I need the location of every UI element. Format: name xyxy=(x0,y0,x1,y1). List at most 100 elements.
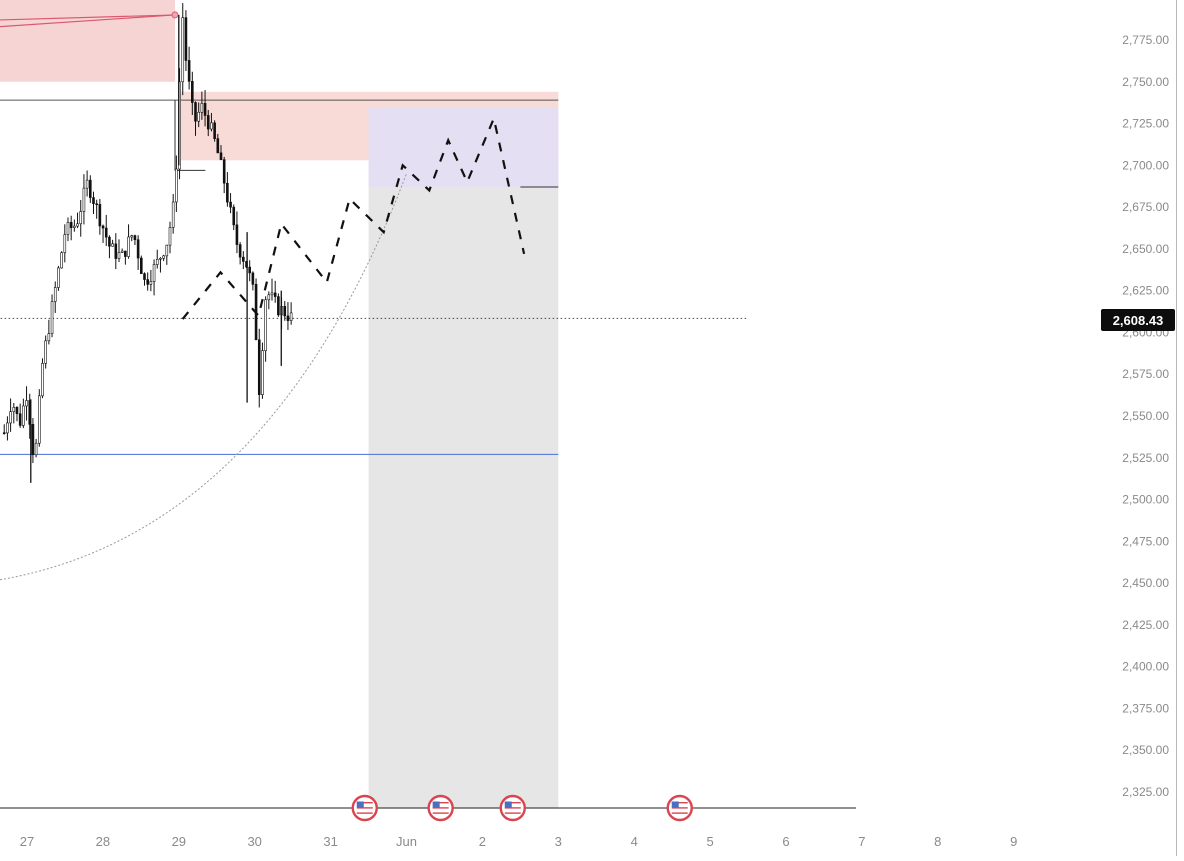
y-tick-label: 2,375.00 xyxy=(1122,701,1169,715)
x-tick-label: Jun xyxy=(396,834,417,849)
y-tick-label: 2,500.00 xyxy=(1122,493,1169,507)
candle-body xyxy=(200,103,204,113)
y-tick-label: 2,575.00 xyxy=(1122,367,1169,381)
candle-body xyxy=(184,17,188,61)
us-flag-stripe xyxy=(504,807,521,809)
candle-body xyxy=(114,243,118,259)
candle-body xyxy=(277,296,280,316)
candle-body xyxy=(34,442,38,456)
us-flag-stripe xyxy=(671,802,688,804)
x-tick-label: 29 xyxy=(172,834,186,849)
y-tick-label: 2,725.00 xyxy=(1122,117,1169,131)
candle-body xyxy=(79,211,83,225)
trend-ray-anchor xyxy=(171,11,179,19)
y-tick-label: 2,775.00 xyxy=(1122,33,1169,47)
candle-body xyxy=(6,422,9,434)
pivot-box-outline xyxy=(174,100,206,171)
trend-ray-upper xyxy=(0,14,176,21)
us-flag-icon xyxy=(427,794,454,822)
us-flag-stripe xyxy=(432,804,449,806)
candle-body xyxy=(181,17,185,83)
x-tick-label: 8 xyxy=(934,834,941,849)
candle-body xyxy=(197,111,200,122)
y-tick-label: 2,325.00 xyxy=(1122,785,1169,799)
candle-body xyxy=(229,201,232,208)
us-flag-canton xyxy=(671,801,679,808)
x-tick-label: 27 xyxy=(20,834,34,849)
candle-body xyxy=(111,243,114,247)
x-tick-label: 5 xyxy=(706,834,713,849)
candle-body xyxy=(98,204,102,227)
candle-body xyxy=(162,255,165,259)
current-price-label: 2,608.43 xyxy=(1101,309,1175,331)
y-tick-label: 2,450.00 xyxy=(1122,576,1169,590)
candle-body xyxy=(2,432,6,435)
candle-body xyxy=(194,102,197,122)
candle-body xyxy=(187,60,191,82)
y-tick-label: 2,525.00 xyxy=(1122,451,1169,465)
candle-body xyxy=(133,235,137,241)
candle-body xyxy=(85,179,89,189)
candle-body xyxy=(251,272,255,285)
candle-body xyxy=(76,223,79,227)
x-tick-label: 2 xyxy=(479,834,486,849)
upper-supply-zone xyxy=(0,0,176,82)
candle-body xyxy=(130,235,134,238)
candle-body xyxy=(9,411,12,424)
candle-body xyxy=(273,292,277,297)
candle-body xyxy=(213,122,216,139)
candle-body xyxy=(57,267,60,288)
candle-body xyxy=(44,340,47,364)
candle-body xyxy=(140,257,143,274)
candle-body xyxy=(101,225,105,229)
candle-body xyxy=(143,273,146,280)
candle-body xyxy=(66,222,70,235)
projection-box xyxy=(368,106,559,809)
candle-body xyxy=(37,395,41,444)
us-flag-stripe xyxy=(356,807,373,809)
y-tick-label: 2,350.00 xyxy=(1122,743,1169,757)
us-flag-canton xyxy=(432,801,440,808)
candle-body xyxy=(238,244,242,258)
us-flag-stripe xyxy=(504,804,521,806)
candle-body xyxy=(232,206,236,226)
candle-body xyxy=(159,257,162,260)
candle-body xyxy=(146,279,149,285)
us-flag-icon xyxy=(351,794,378,822)
candle-body xyxy=(226,182,229,203)
candle-body xyxy=(222,159,226,184)
candle-body xyxy=(12,406,16,412)
x-tick-label: 9 xyxy=(1010,834,1017,849)
y-tick-label: 2,625.00 xyxy=(1122,284,1169,298)
candle-body xyxy=(41,362,44,397)
candle-body xyxy=(124,250,127,257)
us-flag-stripe xyxy=(671,804,688,806)
us-flag-stripe xyxy=(432,802,449,804)
candle-body xyxy=(289,312,293,321)
y-tick-label: 2,750.00 xyxy=(1122,75,1169,89)
y-tick-label: 2,650.00 xyxy=(1122,242,1169,256)
candle-body xyxy=(117,252,121,259)
candle-body xyxy=(257,339,261,395)
candle-body xyxy=(286,315,290,321)
x-tick-label: 30 xyxy=(247,834,261,849)
us-flag-stripe xyxy=(432,807,449,809)
us-flag-stripe xyxy=(356,812,373,814)
candle-body xyxy=(69,222,73,228)
candle-body xyxy=(165,244,169,257)
candle-body xyxy=(25,400,28,407)
y-tick-label: 2,400.00 xyxy=(1122,660,1169,674)
trend-ray-lower xyxy=(0,14,176,28)
candle-body xyxy=(63,234,67,253)
candle-body xyxy=(175,168,178,203)
candle-body xyxy=(283,306,287,317)
candle-body xyxy=(219,152,223,160)
curved-arc xyxy=(0,173,407,581)
y-tick-label: 2,675.00 xyxy=(1122,200,1169,214)
us-flag-stripe xyxy=(432,809,449,812)
candle-body xyxy=(203,103,207,116)
candle-body xyxy=(104,227,108,238)
candle-body xyxy=(47,333,51,342)
